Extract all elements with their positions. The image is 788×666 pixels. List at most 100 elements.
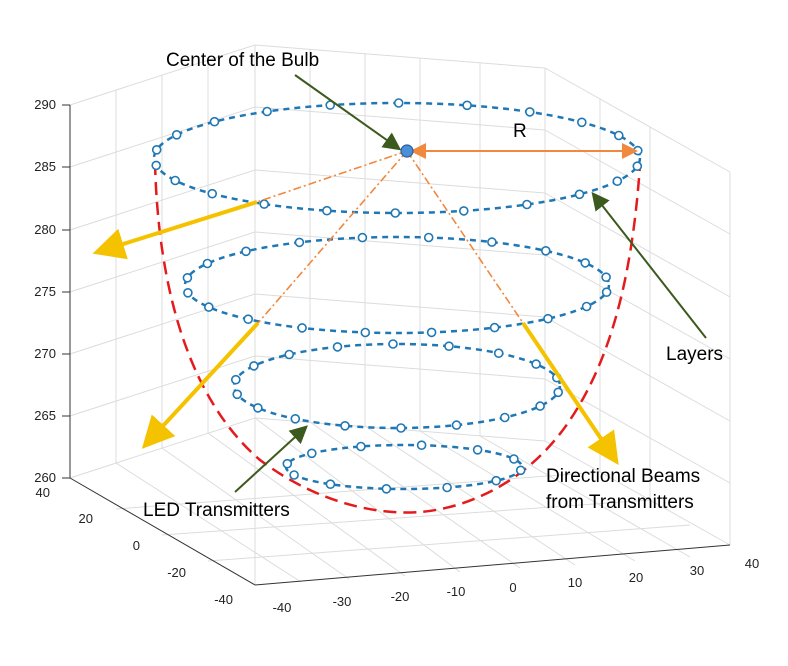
- led-transmitter-marker: [396, 423, 406, 433]
- led-transmitter-marker: [151, 145, 162, 155]
- led-transmitter-marker: [612, 176, 623, 186]
- led-transmitter-marker: [451, 420, 462, 430]
- y-axis-ticks: 40 20 0 -20 -40: [36, 485, 233, 607]
- led-transmitter-marker: [489, 322, 500, 333]
- led-transmitter-marker: [493, 348, 504, 359]
- led-transmitter-marker: [524, 107, 535, 117]
- led-transmitter-marker: [182, 272, 193, 283]
- layer-ring-1: [152, 101, 642, 215]
- led-transmitter-marker: [170, 175, 180, 186]
- led-transmitters-label: LED Transmitters: [143, 500, 290, 521]
- led-transmitter-marker: [340, 420, 350, 431]
- led-transmitter-marker: [515, 465, 526, 476]
- z-tick: 260: [34, 470, 56, 485]
- beam-center-lines: [256, 150, 524, 324]
- beams-label-line1: Directional Beams: [546, 466, 700, 487]
- x-tick: 30: [690, 563, 704, 578]
- layers-label: Layers: [666, 344, 723, 365]
- bulb-center-point: [400, 144, 414, 158]
- x-axis-ticks: -40 -30 -20 -10 0 10 20 30 40: [273, 556, 760, 615]
- led-transmitter-marker: [487, 237, 497, 247]
- led-transmitter-marker: [553, 387, 564, 398]
- led-transmitter-marker: [393, 98, 404, 108]
- z-tick: 270: [34, 346, 56, 361]
- led-markers: [151, 98, 643, 494]
- led-transmitter-marker: [531, 359, 541, 369]
- led-transmitter-marker: [462, 100, 472, 111]
- led-transmitter-marker: [290, 413, 301, 424]
- led-transmitter-marker: [442, 482, 452, 493]
- led-transmitter-marker: [259, 199, 270, 209]
- x-tick: 0: [509, 580, 516, 595]
- led-transmitter-marker: [580, 258, 591, 268]
- led-transmitter-marker: [253, 403, 263, 413]
- led-transmitter-marker: [458, 206, 469, 216]
- led-transmitter-marker: [241, 246, 251, 257]
- led-transmitter-marker: [322, 205, 332, 216]
- led-transmitter-marker: [390, 208, 401, 218]
- bulb-profile-curve: [153, 161, 642, 514]
- z-tick: 280: [34, 222, 56, 237]
- led-transmitter-marker: [325, 479, 336, 490]
- directional-beams: [92, 200, 619, 465]
- led-transmitter-marker: [249, 361, 259, 371]
- z-tick: 265: [34, 408, 56, 423]
- led-transmitter-marker: [207, 188, 217, 199]
- y-tick: 40: [36, 485, 50, 500]
- x-tick: -30: [333, 594, 352, 609]
- led-transmitter-marker: [601, 272, 611, 283]
- led-transmitter-marker: [202, 258, 213, 269]
- led-transmitter-marker: [282, 458, 293, 469]
- led-transmitter-marker: [416, 440, 427, 451]
- led-transmitter-marker: [306, 448, 317, 459]
- beam-arrow: [92, 200, 258, 260]
- layer-ring-2: [183, 235, 611, 335]
- led-transmitter-marker: [522, 199, 532, 210]
- led-transmitter-marker: [297, 323, 307, 333]
- led-transmitter-marker: [574, 189, 585, 200]
- led-transmitter-marker: [243, 314, 253, 325]
- axes: [62, 104, 731, 586]
- led-transmitter-marker: [284, 349, 295, 360]
- beams-label-line2: from Transmitters: [546, 492, 694, 513]
- led-transmitter-marker: [204, 302, 214, 312]
- led-transmitter-marker: [601, 287, 612, 298]
- x-tick: 40: [745, 556, 759, 571]
- led-transmitter-marker: [360, 327, 371, 338]
- y-tick: 20: [79, 511, 93, 526]
- led-transmitter-marker: [426, 327, 437, 338]
- x-tick: -20: [391, 589, 410, 604]
- led-transmitter-marker: [232, 389, 242, 400]
- led-transmitter-marker: [632, 145, 643, 156]
- led-transmitter-marker: [613, 130, 624, 141]
- radius-label: R: [513, 121, 527, 142]
- led-transmitter-marker: [576, 117, 587, 128]
- led-transmitter-marker: [509, 454, 519, 464]
- x-tick: -40: [273, 600, 292, 615]
- y-tick: -40: [214, 592, 233, 607]
- led-transmitter-marker: [209, 116, 220, 127]
- x-tick: 20: [629, 570, 643, 585]
- led-transmitter-marker: [151, 160, 161, 171]
- center-label: Center of the Bulb: [166, 50, 319, 71]
- led-pointer: [234, 425, 308, 493]
- x-tick: 10: [568, 575, 582, 590]
- led-transmitter-marker: [423, 232, 434, 243]
- y-tick: -20: [167, 565, 186, 580]
- center-pointer: [294, 74, 402, 151]
- led-transmitter-marker: [540, 246, 551, 256]
- led-transmitter-marker: [444, 341, 454, 352]
- beam-arrow: [521, 321, 619, 465]
- z-tick: 275: [34, 284, 56, 299]
- led-transmitter-marker: [262, 106, 272, 117]
- led-transmitter-marker: [356, 441, 366, 452]
- led-transmitter-marker: [535, 401, 545, 411]
- led-transmitter-marker: [231, 374, 241, 385]
- led-transmitter-marker: [289, 470, 299, 480]
- led-transmitter-marker: [472, 444, 483, 455]
- z-tick: 285: [34, 159, 56, 174]
- beam-arrow: [141, 321, 260, 449]
- z-axis-ticks: 290 285 280 275 270 265 260: [34, 97, 56, 485]
- led-transmitter-marker: [632, 161, 643, 171]
